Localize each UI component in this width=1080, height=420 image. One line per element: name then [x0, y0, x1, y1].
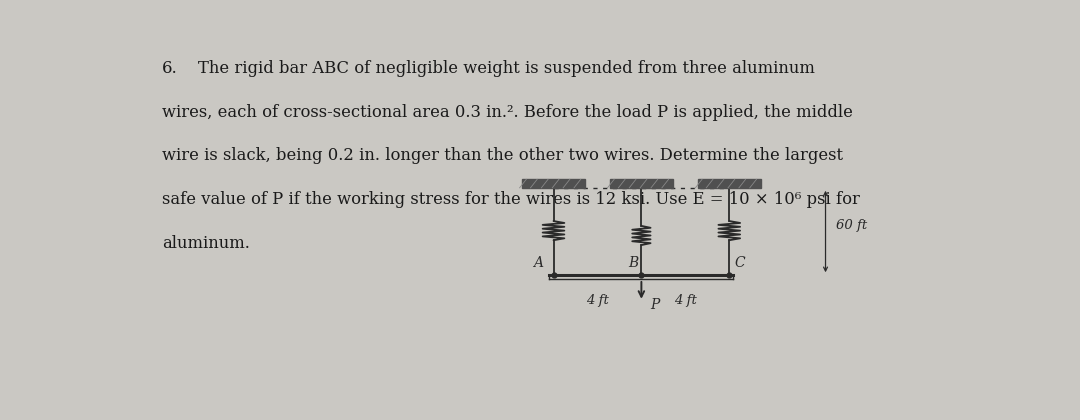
Text: B: B	[627, 256, 638, 270]
Text: The rigid bar ABC of negligible weight is suspended from three aluminum: The rigid bar ABC of negligible weight i…	[198, 60, 814, 77]
Text: 6.: 6.	[162, 60, 177, 77]
Text: safe value of P if the working stress for the wires is 12 ksi. Use E = 10 × 10⁶ : safe value of P if the working stress fo…	[162, 191, 860, 208]
Text: wires, each of cross-sectional area 0.3 in.². Before the load P is applied, the : wires, each of cross-sectional area 0.3 …	[162, 104, 852, 121]
Text: 4 ft: 4 ft	[586, 294, 609, 307]
Text: aluminum.: aluminum.	[162, 235, 249, 252]
Bar	[522, 179, 585, 188]
Bar	[698, 179, 760, 188]
Text: 4 ft: 4 ft	[674, 294, 697, 307]
Text: 60 ft: 60 ft	[836, 218, 867, 231]
Bar	[610, 179, 673, 188]
Text: A: A	[534, 256, 543, 270]
Text: wire is slack, being 0.2 in. longer than the other two wires. Determine the larg: wire is slack, being 0.2 in. longer than…	[162, 147, 842, 164]
Text: P: P	[650, 299, 660, 312]
Text: C: C	[734, 256, 744, 270]
